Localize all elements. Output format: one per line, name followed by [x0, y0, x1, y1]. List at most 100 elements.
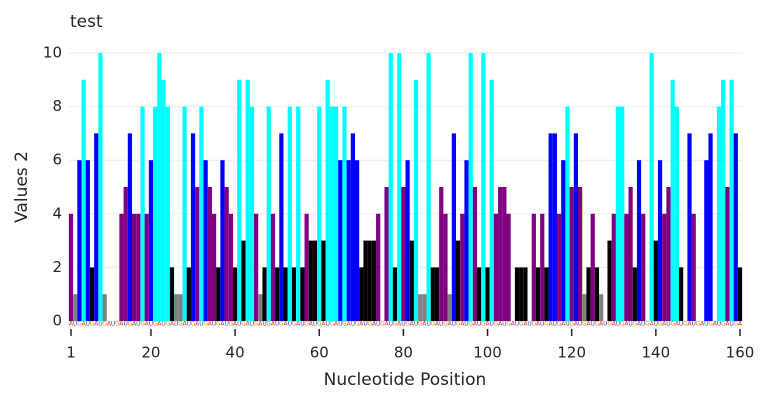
bar	[174, 294, 179, 321]
bar	[195, 187, 200, 321]
bar	[329, 106, 334, 321]
bar	[582, 294, 587, 321]
bar	[737, 267, 743, 321]
sequence-letter: U	[174, 321, 178, 328]
sequence-letter: A	[220, 321, 225, 328]
bar	[270, 213, 276, 321]
bar	[123, 187, 128, 321]
sequence-letter: G	[582, 321, 587, 328]
sequence-letter: A	[347, 321, 352, 328]
bar	[81, 79, 86, 321]
sequence-letter: G	[115, 321, 120, 328]
bar	[224, 187, 229, 321]
sequence-letter: U	[502, 321, 506, 328]
sequence-letter: G	[330, 321, 335, 328]
sequence-letter: A	[385, 321, 390, 328]
bar	[296, 106, 301, 321]
sequence-letter: G	[544, 321, 549, 328]
sequence-letter: A	[208, 321, 213, 328]
y-tick-label: 2	[52, 258, 62, 276]
y-axis-label: Values 2	[12, 151, 32, 223]
bar	[405, 160, 410, 321]
sequence-letter: A	[662, 321, 667, 328]
sequence-letter: A	[473, 321, 478, 328]
sequence-letter: U	[591, 321, 595, 328]
bar	[304, 213, 309, 321]
sequence-letter: U	[224, 321, 228, 328]
bar	[140, 106, 145, 321]
bar	[653, 240, 658, 321]
sequence-letter: U	[212, 321, 216, 328]
bar	[477, 267, 482, 321]
bar	[148, 160, 154, 321]
bar	[153, 106, 158, 321]
sequence-letter: U	[149, 321, 153, 328]
bar	[258, 294, 263, 321]
sequence-letter: A	[157, 321, 162, 328]
bar	[552, 133, 557, 321]
sequence-letter: G	[203, 321, 208, 328]
sequence-letter: G	[733, 321, 738, 328]
sequence-letter: U	[553, 321, 557, 328]
sequence-letter: A	[624, 321, 629, 328]
sequence-letter: A	[82, 321, 87, 328]
sequence-letter: U	[490, 321, 494, 328]
sequence-letter: U	[729, 321, 733, 328]
bar	[569, 187, 574, 321]
x-tick-label: 120	[557, 344, 586, 362]
bar	[678, 267, 684, 321]
bar	[350, 133, 356, 321]
bar	[325, 79, 330, 321]
sequence-letter: A	[561, 321, 566, 328]
sequence-letter: A	[687, 321, 692, 328]
bar	[98, 53, 103, 321]
bar	[430, 267, 435, 321]
sequence-letter: U	[477, 321, 481, 328]
sequence-letter: U	[376, 321, 380, 328]
sequence-letter: A	[523, 321, 528, 328]
sequence-letter: G	[443, 321, 448, 328]
sequence-letter: A	[334, 321, 339, 328]
sequence-letter: G	[569, 321, 574, 328]
sequence-letter: G	[140, 321, 145, 328]
bar	[607, 240, 612, 321]
bar	[207, 187, 212, 321]
bar	[548, 133, 553, 321]
bar	[241, 240, 246, 321]
sequence-letter: U	[288, 321, 292, 328]
bar	[355, 160, 360, 321]
bar	[481, 53, 486, 321]
sequence-letter: G	[708, 321, 713, 328]
chart-title: test	[70, 12, 103, 32]
bar	[502, 187, 507, 321]
sequence-letter: G	[595, 321, 600, 328]
sequence-letter: U	[666, 321, 670, 328]
sequence-letter: G	[304, 321, 309, 328]
bar	[691, 213, 696, 321]
sequence-letter: G	[557, 321, 562, 328]
x-tick-label: 140	[642, 344, 671, 362]
sequence-letter: U	[187, 321, 191, 328]
bar	[493, 213, 499, 321]
bar	[594, 267, 600, 321]
sequence-letter: G	[165, 321, 170, 328]
sequence-letter: U	[426, 321, 430, 328]
bar	[485, 267, 490, 321]
sequence-letter: G	[241, 321, 246, 328]
sequence-letter: G	[607, 321, 612, 328]
bar	[599, 294, 604, 321]
bar	[245, 79, 250, 321]
bar	[275, 267, 280, 321]
x-tick-label: 20	[141, 344, 160, 362]
bar	[279, 133, 284, 321]
bar	[632, 267, 637, 321]
sequence-letter: U	[452, 321, 456, 328]
sequence-letter: G	[367, 321, 372, 328]
bar	[455, 240, 461, 321]
bar	[620, 106, 625, 321]
bar	[392, 267, 398, 321]
sequence-letter: G	[393, 321, 398, 328]
sequence-letter: U	[237, 321, 241, 328]
bar	[127, 133, 133, 321]
